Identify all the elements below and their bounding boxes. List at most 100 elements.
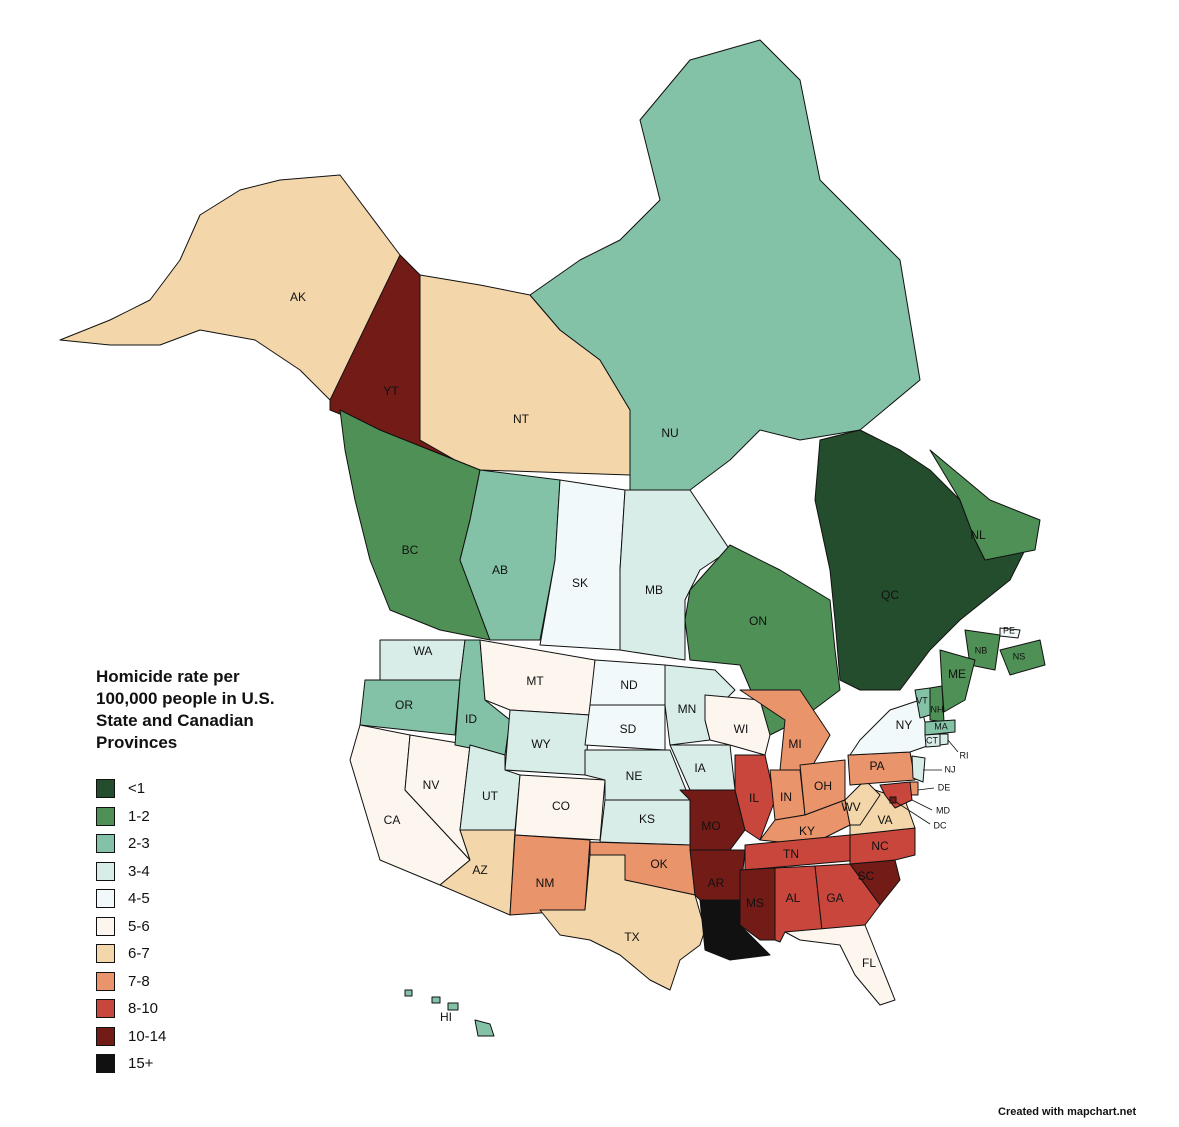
label-LA: LA [713, 925, 728, 939]
label-ON: ON [749, 614, 767, 628]
legend-swatch [96, 944, 115, 964]
label-KS: KS [639, 812, 655, 826]
region-ME [939, 649, 976, 713]
label-IL: IL [749, 791, 759, 805]
label-NH: NH [931, 704, 944, 714]
legend-item: 1-2 [96, 803, 166, 831]
legend-label: 8-10 [128, 1000, 159, 1018]
label-NY: NY [896, 718, 913, 732]
label-MS: MS [746, 896, 764, 910]
label-UT: UT [482, 789, 499, 803]
label-DC: DC [934, 820, 947, 830]
region-GA [814, 863, 881, 931]
label-PE: PE [1003, 625, 1015, 635]
label-VA: VA [877, 813, 892, 827]
credit-text: Created with mapchart.net [998, 1106, 1137, 1118]
label-NE: NE [626, 769, 643, 783]
label-NU: NU [661, 426, 678, 440]
label-BC: BC [402, 543, 419, 557]
label-NC: NC [871, 839, 889, 853]
legend-label: 10-14 [128, 1027, 167, 1045]
label-SK: SK [572, 576, 588, 590]
legend-title-line-2: 100,000 people in U.S. [96, 689, 275, 708]
legend-item: 2-3 [96, 830, 166, 858]
label-GA: GA [826, 891, 843, 905]
label-FL: FL [862, 956, 876, 970]
legend-item: 6-7 [96, 940, 166, 968]
label-WY: WY [531, 737, 550, 751]
legend-label: <1 [128, 780, 146, 798]
legend-item: <1 [96, 775, 166, 803]
legend-item: 8-10 [96, 995, 166, 1023]
region-NM [509, 834, 591, 916]
region-HI-islands [404, 989, 459, 1011]
legend-swatch [96, 1026, 115, 1046]
label-DE: DE [938, 782, 951, 792]
label-OR: OR [395, 698, 413, 712]
label-CO: CO [552, 799, 570, 813]
legend-title-line-1: Homicide rate per [96, 667, 240, 686]
label-NB: NB [975, 645, 988, 655]
region-MD [879, 781, 913, 809]
label-MO: MO [701, 819, 720, 833]
legend-label: 1-2 [128, 807, 150, 825]
legend-swatch [96, 999, 115, 1019]
label-MN: MN [678, 702, 697, 716]
label-RI: RI [960, 750, 969, 760]
label-AB: AB [492, 563, 508, 577]
label-MT: MT [526, 674, 544, 688]
region-HI [474, 1019, 495, 1037]
legend-title: Homicide rate per 100,000 people in U.S.… [96, 666, 316, 754]
label-NM: NM [536, 876, 555, 890]
region-CT [924, 733, 941, 748]
label-AL: AL [786, 891, 801, 905]
legend-label: 6-7 [128, 945, 150, 963]
region-MA [924, 719, 956, 736]
label-AZ: AZ [472, 863, 487, 877]
label-ID: ID [465, 712, 477, 726]
label-ND: ND [620, 678, 638, 692]
legend-swatch [96, 806, 115, 826]
region-NS [999, 639, 1046, 676]
region-MS [739, 867, 776, 941]
label-MA: MA [934, 721, 948, 731]
label-AK: AK [290, 290, 306, 304]
label-IN: IN [780, 790, 792, 804]
legend-swatch [96, 861, 115, 881]
label-MB: MB [645, 583, 663, 597]
region-AZ [439, 829, 516, 916]
label-PA: PA [869, 759, 884, 773]
legend-swatch [96, 779, 115, 799]
label-OK: OK [650, 857, 667, 871]
region-FL [784, 924, 896, 1006]
legend-item: 5-6 [96, 913, 166, 941]
label-WA: WA [414, 644, 433, 658]
region-RI [939, 733, 949, 746]
label-NJ: NJ [945, 764, 956, 774]
label-NT: NT [513, 412, 530, 426]
label-ME: ME [948, 667, 966, 681]
region-PE [999, 627, 1021, 639]
label-KY: KY [799, 824, 815, 838]
label-MD: MD [936, 805, 950, 815]
label-HI: HI [440, 1010, 452, 1024]
label-WV: WV [841, 800, 860, 814]
legend-title-line-4: Provinces [96, 733, 178, 752]
region-DC [889, 796, 897, 804]
legend-label: 2-3 [128, 835, 150, 853]
legend-item: 10-14 [96, 1023, 166, 1051]
legend-swatch [96, 889, 115, 909]
region-NL [929, 449, 1041, 561]
legend-item: 4-5 [96, 885, 166, 913]
label-SD: SD [620, 722, 637, 736]
legend-label: 4-5 [128, 890, 150, 908]
legend-item: 15+ [96, 1050, 166, 1078]
region-NU [529, 39, 921, 491]
label-NS: NS [1013, 651, 1026, 661]
region-QC [814, 429, 1031, 691]
legend-label: 7-8 [128, 972, 150, 990]
legend: <1 1-2 2-3 3-4 4-5 5-6 6-7 7-8 8-10 10-1… [96, 775, 166, 1078]
label-NV: NV [423, 778, 440, 792]
label-SC: SC [858, 869, 875, 883]
